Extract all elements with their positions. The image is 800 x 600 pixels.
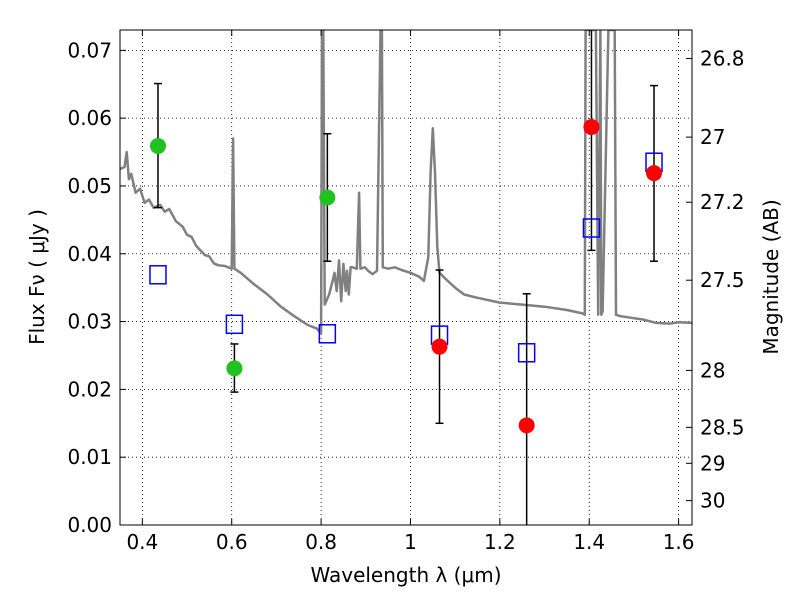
y2-tick-label: 27.2 xyxy=(700,190,745,214)
observed-flux-point xyxy=(431,338,448,355)
model-flux-marker xyxy=(582,218,601,238)
y2-tick-label: 27 xyxy=(700,125,725,149)
y2-tick-label: 30 xyxy=(700,489,725,513)
y2-tick-label: 26.8 xyxy=(700,46,745,70)
y2-axis-title: Magnitude (AB) xyxy=(759,199,783,354)
model-flux-marker xyxy=(318,324,337,344)
x-tick-label: 1.2 xyxy=(484,530,516,554)
x-tick-label: 0.6 xyxy=(216,530,248,554)
axis-ticks: 0.4 0.6 0.8 1 1.2 1.4 1.6 0.00 0.01 0.02 0.03 0.04 0… xyxy=(67,30,745,554)
x-tick-label: 1 xyxy=(404,530,417,554)
y-tick-label: 0.07 xyxy=(67,38,112,62)
y2-tick-label: 28 xyxy=(700,358,725,382)
x-axis-title: Wavelength λ (μm) xyxy=(310,563,501,587)
x-tick-label: 1.4 xyxy=(573,530,605,554)
plot-frame xyxy=(119,29,693,526)
y-tick-label: 0.06 xyxy=(67,106,112,130)
y-tick-label: 0.02 xyxy=(67,377,112,401)
model-flux-marker xyxy=(149,265,167,285)
model-spectrum-line xyxy=(120,30,692,335)
observed-flux-point xyxy=(226,360,243,377)
y-tick-label: 0.04 xyxy=(67,242,112,266)
observed-flux-point xyxy=(518,417,535,434)
error-bars xyxy=(153,30,659,525)
x-tick-label: 0.8 xyxy=(305,530,337,554)
model-flux-marker xyxy=(517,343,536,363)
y-axis-title: Flux Fν ( μJy ) xyxy=(25,209,49,345)
observed-flux-point xyxy=(319,189,336,206)
model-flux-marker xyxy=(225,314,244,335)
y-tick-label: 0.00 xyxy=(67,513,112,537)
y-tick-label: 0.01 xyxy=(67,445,112,469)
plot-area xyxy=(120,30,692,335)
observed-flux-point xyxy=(646,165,663,182)
data-markers xyxy=(149,118,663,434)
observed-flux-point xyxy=(583,118,600,135)
x-tick-label: 0.4 xyxy=(126,530,158,554)
y2-tick-label: 27.5 xyxy=(700,268,745,292)
x-tick-label: 1.6 xyxy=(663,530,695,554)
y2-tick-label: 28.5 xyxy=(700,415,745,439)
observed-flux-point xyxy=(149,137,166,154)
y2-tick-label: 29 xyxy=(700,451,725,475)
y-tick-label: 0.05 xyxy=(67,174,112,198)
y-tick-label: 0.03 xyxy=(67,310,112,334)
